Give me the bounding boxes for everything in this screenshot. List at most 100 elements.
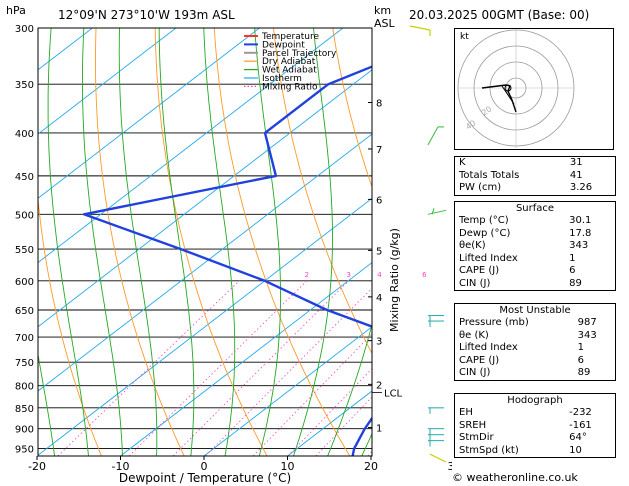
wind-barb	[428, 428, 444, 435]
hodo-storm-motion	[501, 85, 515, 105]
temperature-tick-label: 30	[448, 460, 453, 473]
dry-adiabat-line	[213, 28, 351, 456]
wet-adiabat-line	[327, 322, 372, 456]
pressure-tick-label: 750	[15, 358, 34, 369]
legend-item: Dry Adiabat	[262, 57, 316, 67]
wet-adiabat-line	[203, 28, 236, 456]
skewt-chart: 2346810152025 30035040045050055060065070…	[0, 24, 453, 485]
hodo-row: StmSpd (kt) 10	[459, 444, 582, 456]
surface-row: Lifted Index 1	[459, 252, 576, 264]
pressure-tick-label: 650	[15, 306, 34, 317]
surface-row: θe(K) 343	[459, 240, 589, 251]
mu-row: CIN (J) 89	[459, 367, 591, 378]
wet-adiabat-line	[118, 28, 158, 456]
dry-adiabat-line	[154, 28, 268, 456]
wet-adiabat-line	[38, 351, 56, 456]
isotherm-line	[38, 28, 177, 135]
wind-barb	[429, 453, 447, 463]
mu-row: CAPE (J) 6	[459, 354, 585, 366]
surface-row: CAPE (J) 6	[459, 265, 576, 276]
km-tick-label: 2	[376, 380, 382, 391]
isotherm-line	[120, 261, 372, 456]
parcel-trajectory-line	[421, 28, 452, 456]
hpa-label: hPa	[6, 4, 26, 17]
datetime-title: 20.03.2025 00GMT (Base: 00)	[409, 8, 590, 22]
pressure-tick-label: 500	[15, 210, 34, 221]
mixing-ratio-label: 6	[422, 271, 427, 279]
dry-adiabat-line	[38, 194, 102, 456]
isotherm-line	[0, 28, 9, 456]
mixing-ratio-line	[315, 396, 372, 456]
temperature-tick-label: 0	[201, 460, 208, 473]
wet-adiabat-line	[82, 28, 123, 456]
dewpoint-line	[82, 65, 372, 456]
wet-adiabat-line	[293, 28, 333, 456]
isotherm-line	[38, 28, 93, 71]
pressure-tick-label: 450	[15, 172, 34, 183]
pressure-tick-label: 400	[15, 129, 34, 140]
wet-adiabat-line	[158, 28, 195, 456]
index-row-tt: Totals Totals 41	[459, 169, 583, 181]
wet-adiabat-line	[361, 432, 372, 456]
mixing-ratio-label: 3	[346, 271, 350, 279]
pressure-tick-label: 950	[15, 444, 34, 455]
mixing-ratio-line	[406, 281, 452, 456]
isotherm-line	[38, 197, 372, 456]
legend-item: Temperature	[261, 32, 319, 42]
hodo-row: SREH -161	[459, 419, 592, 431]
hodo-row: EH -232	[459, 407, 592, 418]
km-tick-label: 8	[376, 99, 382, 110]
pressure-tick-label: 600	[15, 277, 34, 288]
mixing-ratio-line	[172, 280, 349, 456]
mu-row: θe (K) 343	[459, 329, 597, 341]
legend-item: Dewpoint	[262, 40, 305, 50]
asl-label: ASL	[374, 17, 395, 30]
dry-adiabat-line	[95, 28, 185, 456]
pressure-tick-label: 550	[15, 245, 34, 256]
km-tick-label: 5	[376, 246, 382, 257]
hodo-storm-marker	[504, 84, 512, 92]
pressure-tick-label: 850	[15, 404, 34, 415]
dry-adiabat-line	[451, 28, 452, 456]
pressure-tick-label: 350	[15, 80, 34, 91]
most-unstable-title: Most Unstable	[499, 305, 571, 316]
surface-box: Surface Temp (°C) 30.1 Dewp (°C) 17.8 θe(K…	[454, 201, 616, 291]
mixing-ratio-line	[252, 333, 372, 456]
mixing-ratio-line	[57, 280, 240, 456]
surface-row: Temp (°C) 30.1	[459, 215, 592, 226]
wet-adiabat-line	[47, 28, 89, 456]
hodograph-title: Hodograph	[507, 395, 563, 406]
x-axis-title: Dewpoint / Temperature (°C)	[119, 471, 291, 485]
isotherm-line	[38, 28, 344, 264]
mixing-ratio-line	[287, 368, 372, 456]
pressure-tick-label: 300	[15, 24, 34, 35]
wind-barb	[427, 208, 447, 215]
km-label: km	[374, 4, 392, 17]
temperature-tick-label: -20	[28, 460, 46, 473]
mixing-ratio-line	[128, 280, 308, 456]
isotherm-line	[203, 326, 372, 456]
wind-barb	[428, 440, 444, 447]
temperature-tick-label: -10	[112, 460, 130, 473]
km-tick-label: 3	[376, 337, 382, 348]
location-title: 12°09'N 273°10'W 193m ASL	[58, 8, 235, 22]
mixing-ratio-label: 4	[377, 271, 382, 279]
surface-row: CIN (J) 89	[459, 277, 582, 289]
legend-item: Parcel Trajectory	[262, 49, 337, 59]
temperature-line	[442, 28, 453, 456]
footer-credit: © weatheronline.co.uk	[452, 471, 578, 484]
mixing-ratio-label: 2	[305, 271, 309, 279]
km-tick-label: 7	[376, 145, 382, 156]
lcl-label: LCL	[384, 388, 403, 399]
index-row-k: K 31	[459, 157, 583, 168]
temperature-tick-label: 10	[281, 460, 295, 473]
index-row-pw: PW (cm) 3.26	[459, 182, 593, 193]
mixing-ratio-axis-title: Mixing Ratio (g/kg)	[388, 228, 401, 332]
km-tick-label: 1	[376, 423, 382, 434]
mu-row: Lifted Index 1	[459, 342, 585, 353]
hodo-kt-label: kt	[460, 32, 469, 42]
hodograph-chart: kt 20 40	[454, 28, 614, 150]
surface-title: Surface	[515, 203, 555, 214]
isotherm-line	[38, 133, 372, 392]
wet-adiabat-line	[430, 28, 452, 456]
